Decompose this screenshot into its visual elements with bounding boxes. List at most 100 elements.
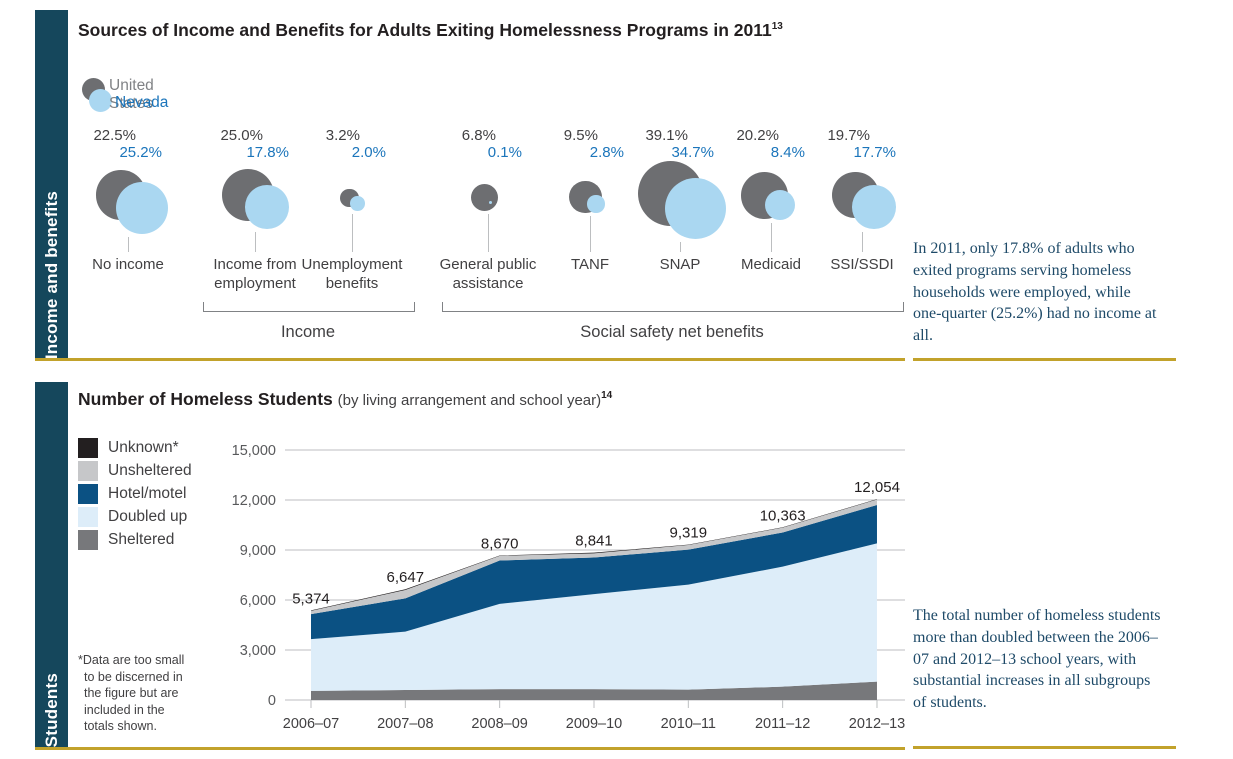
students-annotation: The total number of homeless students mo… xyxy=(913,607,1161,711)
x-axis-label: 2007–08 xyxy=(377,716,433,732)
nv-percent-label: 8.4% xyxy=(770,144,805,161)
income-section-title: Sources of Income and Benefits for Adult… xyxy=(78,20,783,41)
legend-label: Unsheltered xyxy=(108,461,192,479)
legend-label: Hotel/motel xyxy=(108,484,187,502)
us-percent-label: 25.0% xyxy=(220,127,263,144)
income-annotation-underline xyxy=(913,358,1176,361)
legend-label: Sheltered xyxy=(108,530,175,548)
bubble-column-no-income: 22.5% 25.2% No income xyxy=(58,125,198,310)
income-group-label: Income xyxy=(280,323,336,341)
students-footnote: *Data are too small to be discerned in t… xyxy=(78,653,185,733)
nv-bubble xyxy=(244,184,289,229)
income-section-divider xyxy=(35,358,905,361)
income-title-text: Sources of Income and Benefits for Adult… xyxy=(78,20,772,40)
nv-bubble xyxy=(115,181,168,234)
bubble-connector-line xyxy=(254,231,256,252)
nv-percent-label: 25.2% xyxy=(119,144,162,161)
bubble-connector-line xyxy=(487,213,489,252)
total-data-label: 8,841 xyxy=(575,533,613,550)
nv-percent-label: 17.8% xyxy=(246,144,289,161)
legend-label: Unknown* xyxy=(108,438,179,456)
y-axis-label: 15,000 xyxy=(232,443,276,459)
bubble-connector-line xyxy=(351,213,353,252)
nv-percent-label: 2.0% xyxy=(351,144,386,161)
total-data-label: 5,374 xyxy=(292,590,330,607)
legend-swatch xyxy=(78,529,98,550)
safety-net-group-label: Social safety net benefits xyxy=(580,323,764,341)
x-axis-label: 2011–12 xyxy=(755,716,810,732)
us-percent-label: 22.5% xyxy=(93,127,136,144)
nv-percent-label: 0.1% xyxy=(487,144,522,161)
total-data-label: 10,363 xyxy=(760,507,806,524)
bubble-column-general-public-assistance: 6.8% 0.1% General public assistance xyxy=(418,125,558,310)
us-percent-label: 39.1% xyxy=(645,127,688,144)
total-data-label: 9,319 xyxy=(670,525,708,542)
bubble-connector-line xyxy=(127,236,129,252)
y-axis-label: 6,000 xyxy=(240,593,276,609)
us-legend-label: United States xyxy=(109,77,154,112)
x-axis-label: 2006–07 xyxy=(283,716,339,732)
bubble-column-tanf: 9.5% 2.8% TANF xyxy=(520,125,660,310)
area-unsheltered xyxy=(311,499,877,615)
us-bubble xyxy=(470,183,498,211)
students-section-divider xyxy=(35,747,905,750)
category-label: No income xyxy=(92,256,164,273)
nv-percent-label: 2.8% xyxy=(589,144,624,161)
us-percent-label: 19.7% xyxy=(827,127,870,144)
category-label: General public assistance xyxy=(439,256,537,292)
bubble-connector-line xyxy=(861,231,863,252)
total-data-label: 8,670 xyxy=(481,536,519,553)
bubble-connector-line xyxy=(679,242,681,252)
nv-bubble xyxy=(587,195,605,213)
category-label: Income from employment xyxy=(213,256,297,292)
bubble-column-medicaid: 20.2% 8.4% Medicaid xyxy=(701,125,841,310)
x-axis-label: 2012–13 xyxy=(849,716,905,732)
nv-bubble xyxy=(489,200,493,204)
income-section-sidebar: Income and benefits xyxy=(35,10,68,359)
students-annotation-underline xyxy=(913,746,1176,749)
nv-bubble xyxy=(349,196,365,211)
students-chart-legend: Unknown* Unsheltered Hotel/motel Doubled up… xyxy=(78,436,192,551)
category-label: SSI/SSDI xyxy=(830,256,894,273)
legend-item: Doubled up xyxy=(78,505,192,528)
bubble-column-income-from-employment: 25.0% 17.8% Income from employment xyxy=(185,125,325,310)
us-percent-label: 9.5% xyxy=(563,127,598,144)
legend-label: Doubled up xyxy=(108,507,188,525)
nv-bubble xyxy=(665,178,727,240)
nv-legend-label: Nevada xyxy=(115,94,169,111)
area-hotel-motel xyxy=(311,505,877,640)
area-sheltered xyxy=(311,681,877,700)
income-group-bracket xyxy=(203,302,415,312)
students-title-text: Number of Homeless Students xyxy=(78,389,333,409)
nv-legend-swatch xyxy=(89,89,112,112)
nv-percent-label: 17.7% xyxy=(853,144,896,161)
y-axis-label: 0 xyxy=(268,693,276,709)
bubble-connector-line xyxy=(770,223,772,252)
bubble-chart: 22.5% 25.2% No income 25.0% 17.8% Income from… xyxy=(0,125,1233,310)
legend-item: Hotel/motel xyxy=(78,482,192,505)
category-label: TANF xyxy=(570,256,610,273)
us-percent-label: 20.2% xyxy=(736,127,779,144)
y-axis-label: 3,000 xyxy=(240,643,276,659)
income-title-footnote-marker: 13 xyxy=(771,21,783,33)
bubble-column-ssi-ssdi: 19.7% 17.7% SSI/SSDI xyxy=(792,125,932,310)
legend-item: Unknown* xyxy=(78,436,192,459)
legend-item: Unsheltered xyxy=(78,459,192,482)
total-data-label: 12,054 xyxy=(854,479,900,496)
students-area-chart: 0 3,000 6,000 9,000 12,000 15,000 2006–07 2007–… xyxy=(232,443,906,732)
total-data-label: 6,647 xyxy=(387,569,425,586)
income-annotation: In 2011, only 17.8% of adults who exited… xyxy=(913,240,1157,344)
students-section-sidebar: Students xyxy=(35,382,68,747)
x-axis-label: 2010–11 xyxy=(661,716,716,732)
legend-swatch xyxy=(78,483,98,504)
legend-swatch xyxy=(78,460,98,481)
y-axis-label: 12,000 xyxy=(232,493,276,509)
students-title-subtitle: (by living arrangement and school year) xyxy=(337,392,602,409)
y-axis-label: 9,000 xyxy=(240,543,276,559)
nv-percent-label: 34.7% xyxy=(671,144,714,161)
category-label: Medicaid xyxy=(740,256,802,273)
x-axis-label: 2008–09 xyxy=(471,716,527,732)
safety-net-group-bracket xyxy=(442,302,904,312)
category-label: SNAP xyxy=(659,256,701,273)
